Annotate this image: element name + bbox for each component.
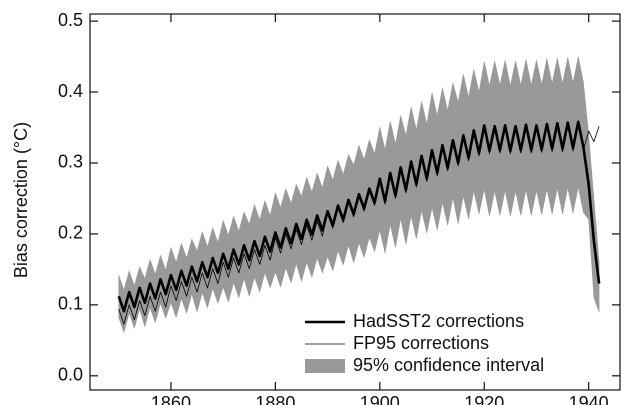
legend-label: 95% confidence interval [353,355,544,375]
y-tick-label: 0.2 [58,223,83,243]
legend-swatch [305,359,345,373]
x-tick-label: 1940 [569,393,609,405]
x-tick-label: 1920 [464,393,504,405]
y-tick-label: 0.4 [58,81,83,101]
legend-label: FP95 corrections [353,333,489,353]
y-axis-label: Bias correction (°C) [11,122,31,278]
y-tick-label: 0.3 [58,152,83,172]
y-tick-label: 0.5 [58,10,83,30]
x-tick-label: 1900 [360,393,400,405]
x-tick-label: 1860 [151,393,191,405]
series-line [118,124,600,325]
series-line [117,120,601,313]
x-tick-label: 1880 [255,393,295,405]
plot-frame [89,13,621,391]
y-tick-label: 0.0 [58,365,83,385]
y-tick-label: 0.1 [58,294,83,314]
legend-label: HadSST2 corrections [353,311,524,331]
